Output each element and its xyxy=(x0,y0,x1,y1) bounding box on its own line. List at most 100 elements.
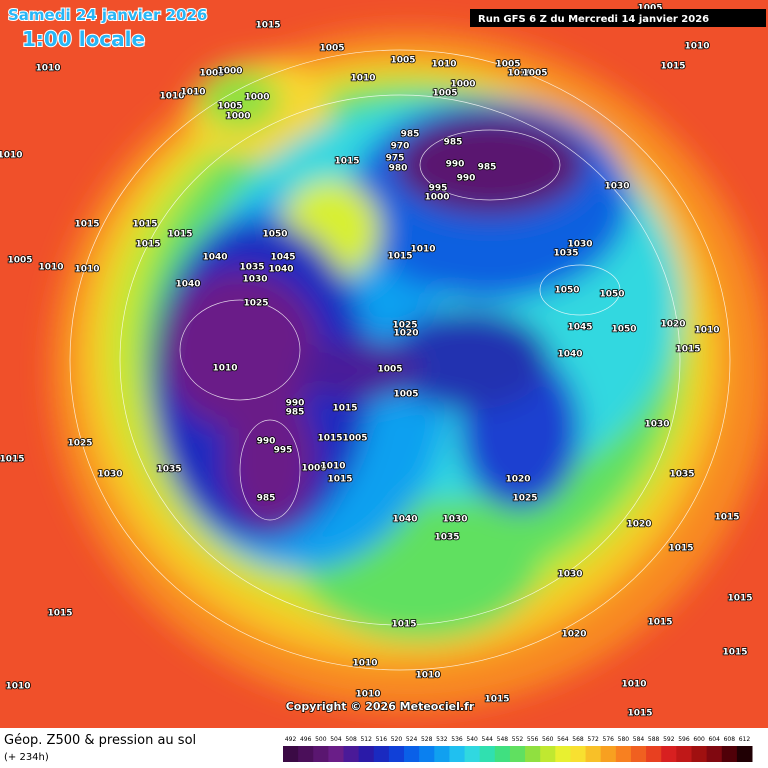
isobar-label: 1000 xyxy=(225,112,250,122)
colorbar-swatch xyxy=(419,746,435,762)
isobar-label: 1020 xyxy=(660,320,685,330)
colorbar-tick-label: 516 xyxy=(376,736,388,743)
isobar-label: 1030 xyxy=(644,420,669,430)
isobar-label: 1020 xyxy=(626,520,651,530)
isobar-label: 980 xyxy=(389,164,408,174)
colorbar-swatch xyxy=(494,746,511,762)
isobar-label: 1015 xyxy=(132,220,157,230)
isobar-label: 1015 xyxy=(647,618,672,628)
isobar-label: 1010 xyxy=(694,326,719,336)
isobar-label: 1015 xyxy=(668,544,693,554)
isobar-label: 1015 xyxy=(47,609,72,619)
isobar-label: 990 xyxy=(286,399,305,409)
isobar-label: 1005 xyxy=(390,56,415,66)
colorbar-tick-label: 612 xyxy=(739,736,751,743)
colorbar-swatch xyxy=(661,746,677,762)
isobar-label: 1025 xyxy=(67,439,92,449)
isobar-label: 1045 xyxy=(270,253,295,263)
isobar-label: 1015 xyxy=(675,345,700,355)
isobar-label: 1010 xyxy=(350,74,375,84)
colorbar-swatch xyxy=(283,746,299,762)
isobar-label: 1005 xyxy=(342,434,367,444)
isobar-label: 1035 xyxy=(553,249,578,259)
colorbar-tick-label: 580 xyxy=(618,736,630,743)
colorbar-swatch xyxy=(676,746,692,762)
isobar-label: 1010 xyxy=(410,245,435,255)
isobar-label: 1010 xyxy=(212,364,237,374)
isobar-label: 1010 xyxy=(507,69,532,79)
isobar-label: 1005 xyxy=(199,69,224,79)
isobar-label: 975 xyxy=(386,154,405,164)
isobar-label: 995 xyxy=(429,184,448,194)
colorbar-tick-label: 608 xyxy=(724,736,736,743)
colorbar-swatch xyxy=(555,746,571,762)
forecast-date: Samedi 24 janvier 2026 xyxy=(8,6,207,24)
isobar-label: 1025 xyxy=(512,494,537,504)
isobar-label: 1005 xyxy=(522,69,547,79)
colorbar-tick-label: 592 xyxy=(663,736,675,743)
isobar-label: 1010 xyxy=(5,682,30,692)
colorbar-swatch xyxy=(691,746,708,762)
isobar-label: 1000 xyxy=(217,67,242,77)
colorbar-tick-label: 508 xyxy=(345,736,357,743)
colorbar-tick-label: 584 xyxy=(633,736,645,743)
footer-lead: (+ 234h) xyxy=(4,752,49,763)
colorbar-tick-label: 552 xyxy=(512,736,524,743)
colorbar-swatch xyxy=(328,746,345,762)
isobar-label: 1000 xyxy=(244,93,269,103)
isobar-label: 1015 xyxy=(255,21,280,31)
isobar-label: 1035 xyxy=(434,533,459,543)
isobar-label: 1040 xyxy=(175,280,200,290)
isolines xyxy=(69,49,731,671)
colorbar-tick-label: 572 xyxy=(587,736,599,743)
colorbar-swatch xyxy=(585,746,602,762)
isobar-label: 1015 xyxy=(327,475,352,485)
forecast-time: 1:00 locale xyxy=(22,27,145,51)
colorbar-tick-label: 496 xyxy=(300,736,312,743)
isobar-label: 1030 xyxy=(442,515,467,525)
isobar-label: 1010 xyxy=(159,92,184,102)
colorbar-tick-label: 544 xyxy=(482,736,494,743)
isobar-label: 1040 xyxy=(392,515,417,525)
isobar-label: 985 xyxy=(401,130,420,140)
isobar-label: 1030 xyxy=(242,275,267,285)
isobar-label: 1010 xyxy=(0,151,23,161)
isobar-label: 985 xyxy=(286,408,305,418)
colorbar-tick-label: 536 xyxy=(451,736,463,743)
colorbar-swatch xyxy=(600,746,617,762)
colorbar-tick-label: 520 xyxy=(391,736,403,743)
isobar-label: 1015 xyxy=(332,404,357,414)
isobar-label: 1005 xyxy=(495,60,520,70)
colorbar-swatch xyxy=(404,746,420,762)
height-field xyxy=(50,30,768,710)
isobar-label: 1005 xyxy=(377,365,402,375)
colorbar-tick-label: 532 xyxy=(436,736,448,743)
isobar-label: 985 xyxy=(478,163,497,173)
colorbar-swatch xyxy=(615,746,632,762)
isobar-label: 985 xyxy=(444,138,463,148)
isobar-label: 1035 xyxy=(239,263,264,273)
colorbar-tick-label: 548 xyxy=(497,736,509,743)
isobar-label: 1030 xyxy=(97,470,122,480)
isobar-label: 1015 xyxy=(0,455,25,465)
isobar-label: 1030 xyxy=(567,240,592,250)
isobar-label: 1020 xyxy=(393,329,418,339)
colorbar-tick-label: 500 xyxy=(315,736,327,743)
isobar-label: 1045 xyxy=(567,323,592,333)
colorbar-tick-label: 596 xyxy=(678,736,690,743)
isobar-label: 1000 xyxy=(301,464,326,474)
isobar-label: 1020 xyxy=(505,475,530,485)
isobar-label: 1005 xyxy=(217,102,242,112)
isobar-label: 1010 xyxy=(74,265,99,275)
isobar-label: 1005 xyxy=(432,89,457,99)
isobar-label: 990 xyxy=(446,160,465,170)
isobar-label: 1025 xyxy=(243,299,268,309)
isobar-label: 1000 xyxy=(424,193,449,203)
isobar-label: 1015 xyxy=(135,240,160,250)
isobar-label: 1030 xyxy=(604,182,629,192)
isobar-label: 1040 xyxy=(202,253,227,263)
colorbar-swatch xyxy=(449,746,466,762)
isobar-label: 1010 xyxy=(320,462,345,472)
colorbar-tick-label: 492 xyxy=(285,736,297,743)
